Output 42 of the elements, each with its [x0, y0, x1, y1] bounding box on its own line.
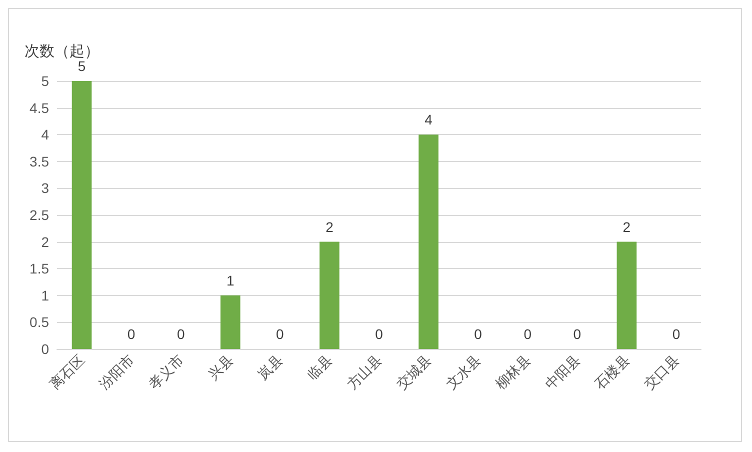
x-tick-label: 交口县	[640, 351, 682, 392]
y-tick-label: 0.5	[30, 314, 50, 330]
bar	[72, 81, 92, 349]
y-tick-label: 2.5	[30, 207, 50, 223]
bar	[320, 242, 340, 349]
data-label: 0	[276, 326, 284, 342]
data-label: 0	[524, 326, 532, 342]
data-label: 1	[226, 272, 234, 288]
data-label: 0	[672, 326, 680, 342]
y-tick-label: 2	[41, 234, 50, 250]
data-label: 5	[78, 58, 86, 74]
data-label: 0	[573, 326, 582, 342]
y-tick-label: 0	[41, 341, 50, 357]
x-tick-label: 汾阳市	[96, 351, 137, 392]
y-tick-label: 1	[41, 287, 50, 304]
x-tick-label: 石楼县	[591, 351, 632, 392]
y-axis-title: 次数（起）	[24, 43, 100, 60]
bar	[418, 134, 438, 349]
data-label: 4	[424, 112, 433, 128]
x-tick-label: 柳林县	[492, 351, 534, 392]
x-tick-label: 交城县	[393, 351, 434, 392]
y-tick-label: 4.5	[30, 100, 50, 116]
y-tick-label: 5	[41, 73, 50, 89]
y-tick-label: 1.5	[30, 260, 50, 277]
data-label: 0	[474, 326, 482, 342]
bar	[220, 295, 240, 349]
y-tick-label: 3.5	[30, 153, 50, 170]
data-label: 0	[127, 326, 136, 342]
x-tick-label: 孝义市	[145, 351, 187, 392]
x-tick-label: 文水县	[442, 351, 484, 392]
x-tick-label: 岚县	[254, 351, 286, 382]
data-label: 0	[176, 326, 185, 342]
x-tick-label: 兴县	[204, 351, 236, 382]
data-label: 0	[375, 326, 384, 342]
x-tick-label: 方山县	[344, 351, 385, 392]
x-tick-label: 临县	[304, 351, 336, 382]
x-tick-label: 中阳县	[542, 351, 583, 392]
y-tick-label: 3	[41, 180, 50, 196]
bar	[616, 242, 637, 349]
data-label: 2	[326, 218, 334, 235]
data-label: 2	[622, 218, 631, 235]
y-tick-label: 4	[41, 126, 50, 143]
